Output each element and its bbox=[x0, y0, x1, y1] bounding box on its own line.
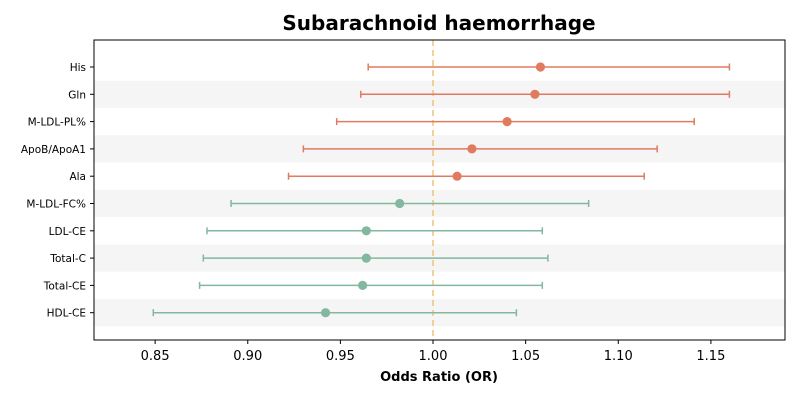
x-tick-label: 0.85 bbox=[141, 349, 170, 364]
x-tick-label: 0.90 bbox=[233, 349, 262, 364]
or-point bbox=[361, 226, 371, 236]
chart-title: Subarachnoid haemorrhage bbox=[282, 11, 595, 35]
or-point bbox=[361, 253, 371, 263]
x-axis: 0.85 0.90 0.95 1.00 1.05 1.10 1.15 bbox=[141, 340, 725, 364]
y-tick-label: HDL-CE bbox=[47, 308, 86, 320]
forest-row-Total-C bbox=[202, 253, 549, 263]
or-point bbox=[530, 89, 540, 99]
forest-row-Ala bbox=[287, 171, 645, 181]
x-tick-label: 1.05 bbox=[511, 349, 540, 364]
y-tick-label: Ala bbox=[69, 171, 86, 183]
forest-marks bbox=[152, 62, 731, 318]
or-point bbox=[467, 144, 477, 154]
x-tick-label: 1.10 bbox=[604, 349, 633, 364]
or-point bbox=[358, 280, 368, 290]
forest-row-ApoB/ApoA1 bbox=[302, 144, 658, 154]
y-tick-label: M-LDL-PL% bbox=[28, 117, 86, 129]
or-point bbox=[395, 198, 405, 209]
forest-row-HDL-CE bbox=[152, 308, 518, 318]
forest-row-M-LDL-FC% bbox=[230, 198, 590, 209]
forest-row-M-LDL-PL% bbox=[335, 117, 695, 127]
or-point bbox=[535, 62, 546, 72]
or-point bbox=[452, 171, 462, 181]
y-tick-label: Total-C bbox=[49, 253, 86, 265]
y-tick-label: M-LDL-FC% bbox=[26, 199, 86, 211]
y-tick-label: Total-CE bbox=[43, 280, 86, 292]
forest-row-Gln bbox=[360, 89, 731, 99]
forest-row-Total-CE bbox=[198, 280, 544, 290]
y-tick-label: ApoB/ApoA1 bbox=[21, 144, 86, 156]
y-tick-label: Gln bbox=[68, 89, 86, 101]
forest-row-LDL-CE bbox=[206, 226, 544, 236]
x-tick-label: 1.00 bbox=[419, 349, 448, 364]
or-point bbox=[320, 308, 331, 318]
x-tick-label: 1.15 bbox=[696, 349, 725, 364]
forest-row-His bbox=[367, 62, 731, 72]
x-axis-label: Odds Ratio (OR) bbox=[380, 370, 498, 385]
plot-frame bbox=[93, 39, 786, 341]
y-tick-label: His bbox=[70, 62, 86, 74]
y-tick-label: LDL-CE bbox=[49, 226, 86, 238]
y-axis: His Gln M-LDL-PL% ApoB/ApoA1 Ala M-LDL-FC% LDL… bbox=[21, 62, 94, 320]
or-point bbox=[502, 117, 512, 127]
x-tick-label: 0.95 bbox=[326, 349, 355, 364]
